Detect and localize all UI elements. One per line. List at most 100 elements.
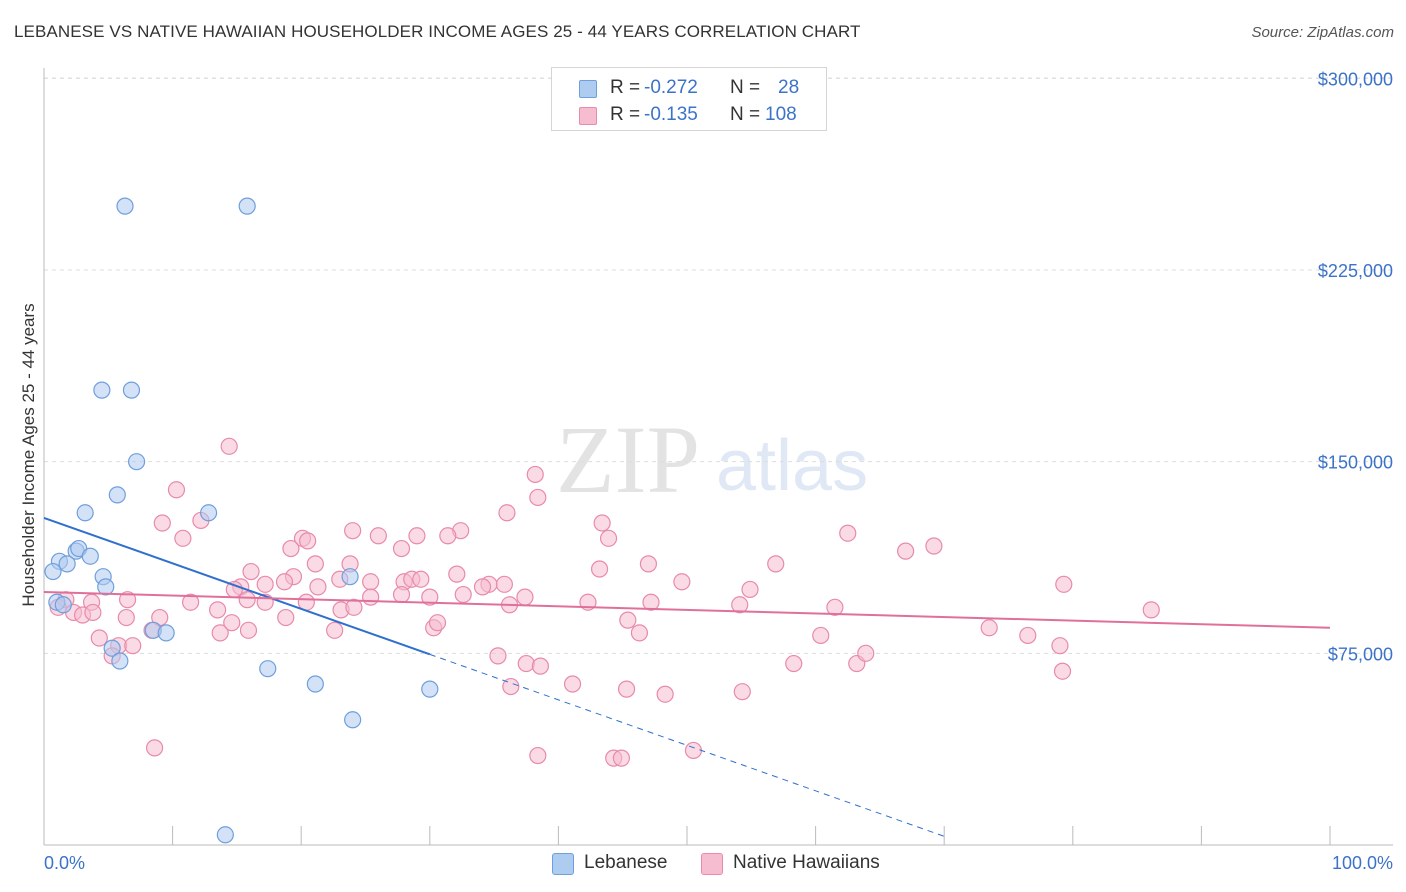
native-hawaiian-point bbox=[282, 539, 300, 558]
axes bbox=[43, 68, 1393, 846]
native-hawaiian-point bbox=[454, 585, 472, 604]
native-hawaiian-point bbox=[684, 741, 703, 760]
native-hawaiian-point bbox=[593, 514, 611, 532]
native-hawaiian-point bbox=[90, 629, 108, 647]
lebanese-trend-extension bbox=[429, 653, 945, 837]
y-tick-label: $150,000 bbox=[1318, 453, 1393, 473]
legend-r-label: R = bbox=[610, 104, 641, 125]
native-hawaiian-point bbox=[639, 555, 658, 573]
native-hawaiian-point bbox=[590, 560, 609, 578]
native-hawaiian-point bbox=[362, 588, 380, 606]
legend-n-value: 108 bbox=[765, 104, 797, 125]
native-hawaiians-swatch bbox=[579, 107, 597, 125]
native-hawaiian-point bbox=[925, 537, 943, 555]
lebanese-point bbox=[259, 660, 277, 678]
legend-r-value: -0.135 bbox=[644, 104, 698, 125]
native-hawaiian-point bbox=[673, 573, 691, 591]
native-hawaiian-point bbox=[145, 739, 164, 757]
native-hawaiian-point bbox=[167, 481, 186, 499]
series-lebanese bbox=[44, 197, 439, 844]
native-hawaiian-point bbox=[531, 657, 549, 675]
y-tick-labels: $75,000 $150,000 $225,000 $300,000 bbox=[1318, 69, 1393, 664]
lebanese-point bbox=[157, 624, 175, 642]
lebanese-point bbox=[341, 568, 359, 586]
native-hawaiian-point bbox=[209, 601, 227, 619]
native-hawaiian-point bbox=[529, 488, 547, 507]
lebanese-point bbox=[103, 639, 121, 657]
lebanese-trend-line bbox=[43, 516, 431, 656]
native-hawaiian-point bbox=[502, 677, 520, 696]
native-hawaiian-point bbox=[182, 593, 200, 611]
native-hawaiian-point bbox=[153, 514, 171, 532]
native-hawaiian-point bbox=[897, 542, 915, 560]
native-hawaiians-legend-swatch bbox=[701, 853, 723, 875]
lebanese-point bbox=[116, 197, 134, 215]
native-hawaiian-point bbox=[1019, 626, 1037, 645]
native-hawaiian-point bbox=[174, 529, 192, 547]
native-hawaiian-point bbox=[392, 585, 411, 604]
native-hawaiian-point bbox=[124, 637, 142, 655]
lebanese-point bbox=[344, 711, 362, 729]
native-hawaiian-point bbox=[980, 619, 998, 637]
native-hawaiian-point bbox=[1055, 575, 1073, 593]
lebanese-point bbox=[127, 453, 146, 471]
native-hawaiian-point bbox=[275, 573, 294, 591]
legend-row-lebanese: R = -0.272 N = 28 bbox=[552, 73, 826, 103]
lebanese-point bbox=[216, 826, 234, 844]
native-hawaiian-point bbox=[369, 527, 387, 545]
watermark-atlas: atlas bbox=[716, 426, 868, 506]
native-hawaiian-point bbox=[495, 575, 513, 593]
lebanese-point bbox=[76, 504, 94, 522]
native-hawaiian-point bbox=[767, 555, 785, 573]
native-hawaiian-point bbox=[516, 588, 534, 606]
native-hawaiian-point bbox=[220, 437, 238, 455]
native-hawaiian-point bbox=[428, 614, 447, 632]
native-hawaiian-point bbox=[299, 532, 317, 550]
native-hawaiians-trend-line bbox=[43, 591, 1331, 629]
native-hawaiian-point bbox=[630, 624, 649, 642]
lebanese-point bbox=[122, 381, 141, 399]
native-hawaiian-point bbox=[211, 624, 229, 642]
lebanese-point bbox=[93, 381, 111, 399]
lebanese-point bbox=[421, 680, 439, 698]
native-hawaiian-point bbox=[277, 608, 295, 627]
native-hawaiian-point bbox=[392, 539, 411, 558]
legend-row-native-hawaiians: R = -0.135 N = 108 bbox=[552, 100, 826, 130]
legend-n-value: 28 bbox=[778, 77, 800, 98]
native-hawaiian-point bbox=[612, 749, 631, 767]
native-hawaiian-point bbox=[408, 527, 426, 545]
native-hawaiian-point bbox=[256, 575, 274, 593]
native-hawaiian-point bbox=[412, 570, 430, 588]
native-hawaiian-point bbox=[421, 588, 439, 606]
native-hawaiian-point bbox=[785, 654, 803, 673]
native-hawaiian-point bbox=[741, 580, 759, 599]
lebanese-point bbox=[44, 562, 62, 581]
native-hawaiian-point bbox=[812, 626, 830, 645]
y-tick-label: $75,000 bbox=[1328, 644, 1393, 664]
x-tick-start: 0.0% bbox=[44, 853, 85, 873]
lebanese-point bbox=[97, 578, 115, 596]
native-hawaiian-point bbox=[344, 522, 362, 540]
lebanese-point bbox=[58, 555, 76, 573]
lebanese-point bbox=[200, 504, 218, 522]
native-hawaiian-point bbox=[839, 524, 857, 542]
y-tick-label: $225,000 bbox=[1318, 261, 1393, 281]
correlation-legend: R = -0.272 N = 28 R = -0.135 N = 108 bbox=[551, 67, 827, 131]
lebanese-point bbox=[81, 547, 99, 565]
series-native-hawaiians bbox=[49, 437, 1160, 767]
native-hawaiian-point bbox=[223, 614, 241, 632]
native-hawaiian-point bbox=[117, 608, 135, 627]
chart-title: LEBANESE VS NATIVE HAWAIIAN HOUSEHOLDER … bbox=[14, 22, 861, 41]
native-hawaiian-point bbox=[619, 611, 637, 629]
legend-n-label: N = bbox=[730, 104, 761, 125]
legend-n-label: N = bbox=[730, 77, 761, 98]
native-hawaiian-point bbox=[238, 591, 256, 609]
native-hawaiian-point bbox=[826, 598, 844, 616]
native-hawaiian-point bbox=[306, 555, 324, 573]
lebanese-point bbox=[238, 197, 256, 215]
lebanese-point bbox=[54, 596, 72, 614]
native-hawaiian-point bbox=[239, 621, 258, 639]
native-hawaiian-point bbox=[731, 596, 749, 614]
native-hawaiian-point bbox=[118, 591, 137, 609]
native-hawaiian-point bbox=[599, 529, 618, 547]
